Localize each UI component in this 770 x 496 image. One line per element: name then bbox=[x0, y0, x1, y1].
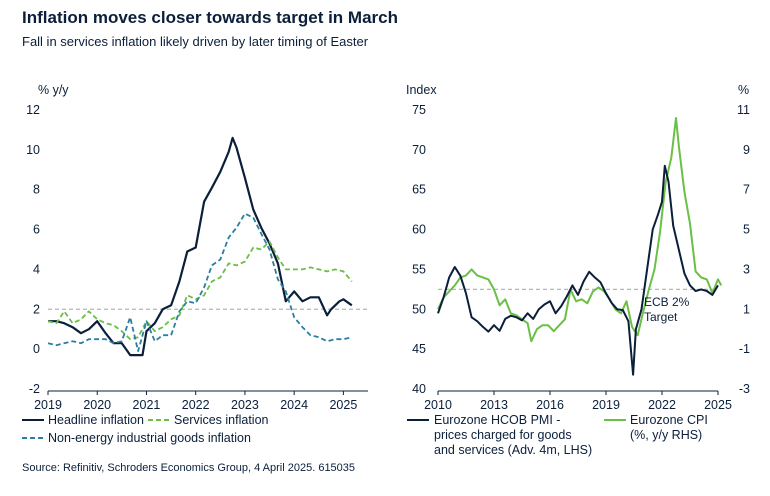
left-legend: Headline inflation Services inflation Non-… bbox=[22, 413, 269, 445]
right-y2-tick-label: 5 bbox=[743, 223, 750, 237]
legend-pmi-label: prices charged for goods bbox=[434, 428, 572, 442]
right-x-tick-label: 2025 bbox=[704, 398, 732, 412]
right-y2-tick-label: 1 bbox=[743, 302, 750, 316]
ecb-target-annotation-line1: ECB 2% bbox=[644, 295, 690, 309]
left-x-tick-label: 2021 bbox=[133, 398, 161, 412]
left-y-tick-label: 2 bbox=[33, 302, 40, 316]
legend-cpi-label: (%, y/y RHS) bbox=[630, 428, 702, 442]
right-y2-tick-label: -1 bbox=[739, 342, 750, 356]
source-note: Source: Refinitiv, Schroders Economics G… bbox=[22, 462, 356, 474]
right-y-tick-label: 75 bbox=[412, 103, 426, 117]
chart-subtitle: Fall in services inflation likely driven… bbox=[22, 34, 369, 49]
right-y2-tick-label: 11 bbox=[737, 103, 750, 117]
left-y-tick-label: 6 bbox=[33, 223, 40, 237]
right-x-tick-label: 2010 bbox=[424, 398, 452, 412]
legend-pmi-label: and services (Adv. 4m, LHS) bbox=[434, 443, 592, 457]
non-energy-goods-inflation-line bbox=[47, 212, 353, 353]
legend-non-energy-goods-label: Non-energy industrial goods inflation bbox=[48, 431, 251, 445]
right-y-tick-label: 50 bbox=[412, 302, 426, 316]
legend-headline-label: Headline inflation bbox=[48, 413, 144, 427]
right-y-axis-label: Index bbox=[406, 83, 437, 97]
right-y-tick-label: 40 bbox=[412, 382, 426, 396]
right-x-tick-label: 2019 bbox=[592, 398, 620, 412]
left-x-tick-label: 2025 bbox=[329, 398, 357, 412]
right-y-tick-label: 70 bbox=[412, 143, 426, 157]
right-x-tick-label: 2013 bbox=[480, 398, 508, 412]
left-y-tick-label: 10 bbox=[26, 143, 40, 157]
right-y-tick-label: 60 bbox=[412, 223, 426, 237]
right-legend: Eurozone HCOB PMI -prices charged for go… bbox=[407, 413, 708, 457]
left-x-tick-label: 2020 bbox=[83, 398, 111, 412]
left-x-tick-label: 2024 bbox=[280, 398, 308, 412]
left-y-tick-label: 0 bbox=[33, 342, 40, 356]
right-y-tick-label: 65 bbox=[412, 183, 426, 197]
left-panel: % y/y -2 0 2 4 6 8 10 12 2019 2020 2021 2022 2023 20… bbox=[22, 83, 368, 445]
right-y-tick-label: 55 bbox=[412, 262, 426, 276]
right-y2-tick-label: 9 bbox=[743, 143, 750, 157]
left-x-tick-label: 2023 bbox=[231, 398, 259, 412]
services-inflation-line bbox=[47, 240, 353, 341]
left-x-tick-label: 2019 bbox=[34, 398, 62, 412]
pmi-prices-charged-line bbox=[437, 164, 719, 376]
legend-services-label: Services inflation bbox=[174, 413, 269, 427]
right-y2-tick-label: -3 bbox=[739, 382, 750, 396]
right-y2-tick-label: 7 bbox=[743, 183, 750, 197]
left-x-tick-label: 2022 bbox=[182, 398, 210, 412]
right-x-tick-label: 2016 bbox=[536, 398, 564, 412]
left-y-axis-label: % y/y bbox=[38, 83, 69, 97]
left-y-tick-label: -2 bbox=[29, 382, 40, 396]
right-panel: Index % 40 45 50 55 60 65 70 75 -3 -1 1 3 5 7 9 11 201… bbox=[406, 83, 750, 457]
eurozone-cpi-line bbox=[437, 117, 723, 343]
right-x-tick-label: 2022 bbox=[648, 398, 676, 412]
left-y-tick-label: 12 bbox=[26, 103, 40, 117]
ecb-target-annotation-line2: Target bbox=[644, 310, 678, 324]
left-y-tick-label: 8 bbox=[33, 183, 40, 197]
right-y2-tick-label: 3 bbox=[743, 262, 750, 276]
headline-inflation-line bbox=[48, 136, 353, 357]
chart-title: Inflation moves closer towards target in… bbox=[22, 8, 398, 27]
legend-pmi-label: Eurozone HCOB PMI - bbox=[434, 413, 560, 427]
right-y-tick-label: 45 bbox=[412, 342, 426, 356]
left-y-tick-label: 4 bbox=[33, 262, 40, 276]
legend-cpi-label: Eurozone CPI bbox=[630, 413, 708, 427]
right-y2-axis-label: % bbox=[738, 83, 749, 97]
